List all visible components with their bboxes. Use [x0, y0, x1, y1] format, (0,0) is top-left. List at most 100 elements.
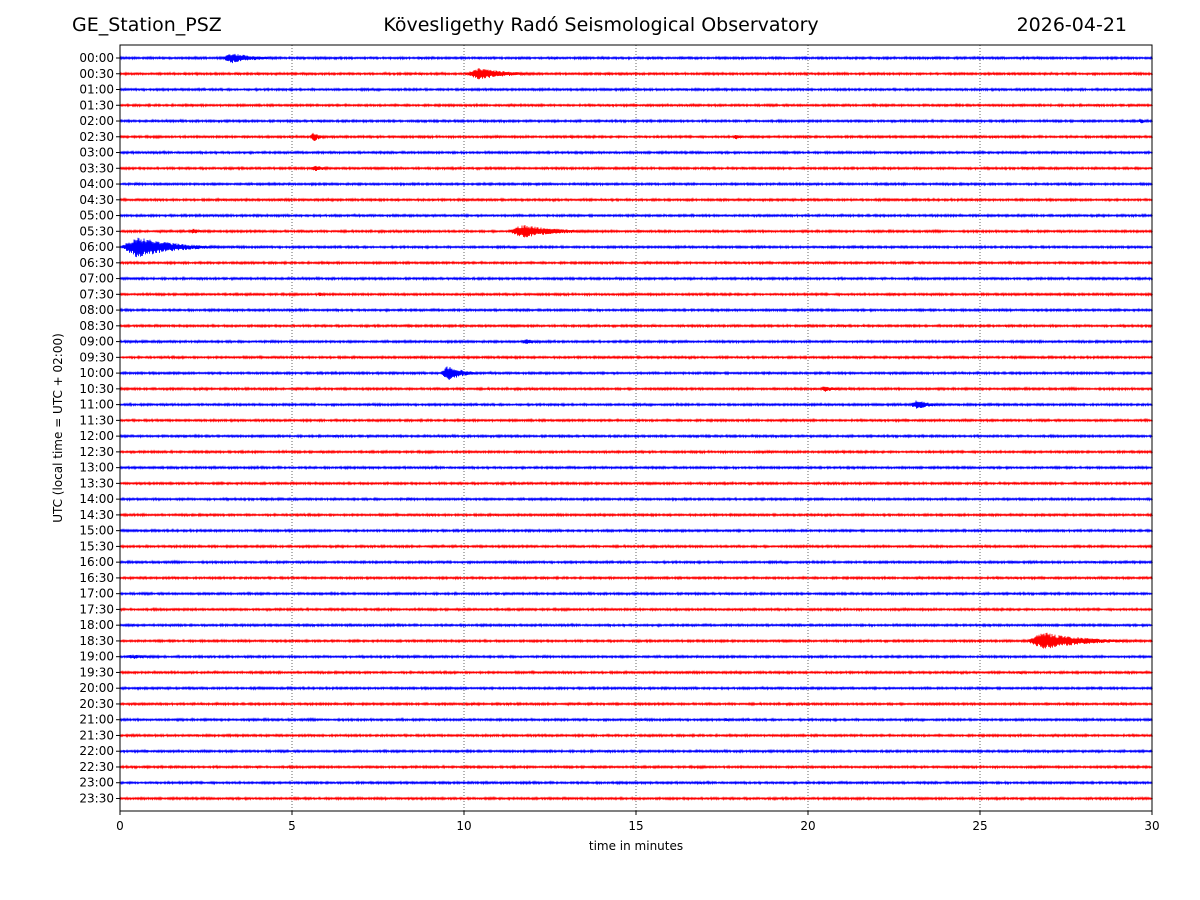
- y-tick-label: 09:30: [79, 350, 114, 364]
- y-tick-label: 05:00: [79, 209, 114, 223]
- y-tick-label: 23:30: [79, 791, 114, 805]
- trace-0530: [119, 225, 1153, 238]
- trace-0100: [119, 86, 1153, 93]
- record-date: 2026-04-21: [1016, 14, 1127, 36]
- y-tick-label: 10:00: [79, 366, 114, 380]
- trace-1300: [119, 464, 1153, 471]
- y-tick-label: 14:00: [79, 492, 114, 506]
- trace-0630: [119, 260, 1153, 266]
- y-tick-label: 04:30: [79, 193, 114, 207]
- trace-1530: [119, 543, 1153, 550]
- y-tick-label: 02:00: [79, 114, 114, 128]
- trace-1030: [119, 386, 1153, 392]
- trace-1500: [119, 527, 1153, 534]
- y-tick-label: 05:30: [79, 224, 114, 238]
- trace-rows: [119, 53, 1153, 802]
- y-tick-label: 12:30: [79, 445, 114, 459]
- x-tick-label: 25: [972, 819, 987, 833]
- y-tick-label: 07:30: [79, 287, 114, 301]
- trace-0000: [119, 53, 1153, 64]
- trace-2200: [119, 748, 1153, 754]
- trace-2030: [119, 701, 1153, 707]
- y-tick-label: 18:30: [79, 634, 114, 648]
- x-tick-label: 5: [288, 819, 296, 833]
- y-tick-label: 01:00: [79, 83, 114, 97]
- y-tick-label: 14:30: [79, 508, 114, 522]
- y-tick-label: 21:00: [79, 713, 114, 727]
- y-tick-label: 16:30: [79, 571, 114, 585]
- x-axis-label: time in minutes: [589, 839, 683, 853]
- y-tick-label: 00:30: [79, 67, 114, 81]
- trace-2330: [119, 795, 1153, 802]
- trace-0600: [119, 237, 1153, 258]
- y-tick-label: 22:30: [79, 760, 114, 774]
- y-tick-label: 07:00: [79, 272, 114, 286]
- y-tick-label: 16:00: [79, 555, 114, 569]
- station-name: GE_Station_PSZ: [72, 14, 222, 36]
- trace-1400: [119, 496, 1153, 502]
- trace-0930: [119, 354, 1153, 361]
- y-tick-label: 03:00: [79, 146, 114, 160]
- x-tick-label: 20: [800, 819, 815, 833]
- trace-0330: [119, 165, 1153, 172]
- trace-1830: [119, 632, 1153, 649]
- trace-0800: [119, 307, 1153, 313]
- y-tick-label: 17:00: [79, 587, 114, 601]
- x-axis: 0 5 10 15 20 25 30: [116, 811, 1160, 833]
- trace-1930: [119, 669, 1153, 676]
- x-tick-label: 15: [628, 819, 643, 833]
- y-tick-label: 10:30: [79, 382, 114, 396]
- x-tick-label: 30: [1144, 819, 1159, 833]
- grid-lines: [291, 45, 981, 811]
- trace-1800: [119, 622, 1153, 628]
- y-tick-label: 01:30: [79, 98, 114, 112]
- trace-0230: [119, 132, 1153, 141]
- y-tick-label: 22:00: [79, 744, 114, 758]
- trace-2100: [119, 716, 1153, 723]
- y-tick-label: 03:30: [79, 161, 114, 175]
- y-tick-label: 19:00: [79, 650, 114, 664]
- trace-1430: [119, 512, 1153, 518]
- trace-0400: [119, 181, 1153, 187]
- trace-1000: [119, 366, 1153, 380]
- y-tick-label: 15:00: [79, 524, 114, 538]
- trace-0030: [119, 68, 1153, 80]
- trace-1200: [119, 433, 1153, 439]
- y-tick-label: 13:30: [79, 476, 114, 490]
- trace-2300: [119, 779, 1153, 786]
- observatory-title: Kövesligethy Radó Seismological Observat…: [383, 14, 819, 36]
- y-tick-label: 17:30: [79, 602, 114, 616]
- trace-1330: [119, 480, 1153, 487]
- trace-0130: [119, 102, 1153, 109]
- trace-0500: [119, 212, 1153, 219]
- trace-2000: [119, 685, 1153, 691]
- trace-2130: [119, 732, 1153, 739]
- y-tick-label: 09:00: [79, 335, 114, 349]
- y-tick-label: 02:30: [79, 130, 114, 144]
- y-tick-label: 19:30: [79, 665, 114, 679]
- y-tick-label: 06:30: [79, 256, 114, 270]
- trace-0300: [119, 149, 1153, 156]
- trace-0430: [119, 197, 1153, 203]
- trace-1230: [119, 449, 1153, 455]
- y-tick-label: 11:30: [79, 413, 114, 427]
- trace-0830: [119, 323, 1153, 329]
- y-tick-label: 20:00: [79, 681, 114, 695]
- trace-0200: [119, 118, 1153, 124]
- y-tick-label: 12:00: [79, 429, 114, 443]
- y-tick-label: 15:30: [79, 539, 114, 553]
- trace-0730: [119, 291, 1153, 298]
- trace-1100: [119, 400, 1153, 409]
- y-tick-label: 06:00: [79, 240, 114, 254]
- y-tick-label: 08:30: [79, 319, 114, 333]
- y-tick-label: 00:00: [79, 51, 114, 65]
- y-tick-label: 13:00: [79, 461, 114, 475]
- y-tick-label: 23:00: [79, 776, 114, 790]
- trace-1130: [119, 417, 1153, 424]
- trace-1730: [119, 606, 1153, 613]
- y-tick-label: 04:00: [79, 177, 114, 191]
- trace-1900: [119, 653, 1153, 660]
- y-tick-label: 21:30: [79, 728, 114, 742]
